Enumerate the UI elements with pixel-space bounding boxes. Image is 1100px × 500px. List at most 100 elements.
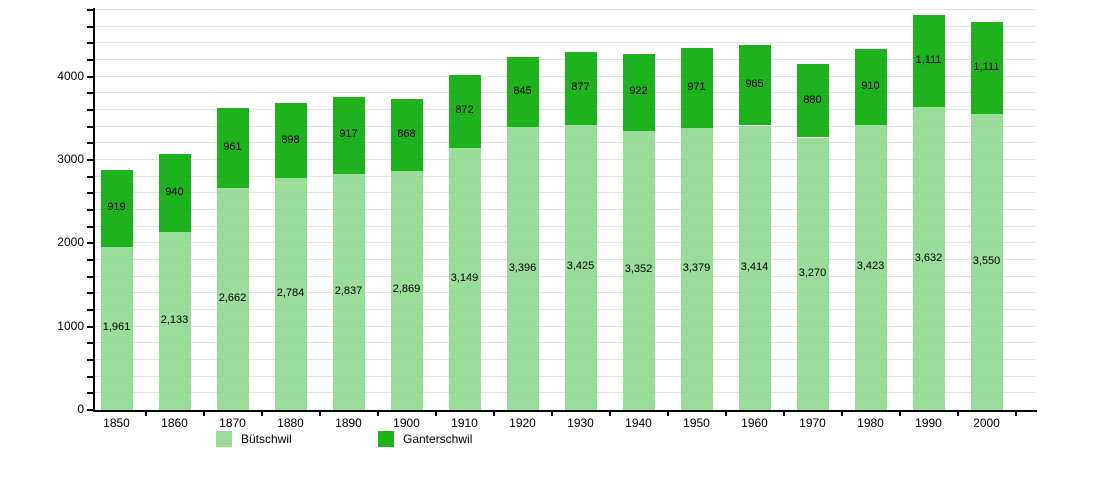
bar-1970-ganterschwil <box>796 64 829 138</box>
bar-1940-ganterschwil <box>622 53 655 131</box>
bar-value-label: 3,414 <box>740 260 769 273</box>
bar-1900-ganterschwil <box>390 98 423 171</box>
bar-value-label: 1,111 <box>973 60 1000 73</box>
x-axis-label: 1970 <box>799 416 826 430</box>
bar-value-label: 940 <box>165 186 184 199</box>
bar-1920-ganterschwil <box>506 56 539 127</box>
x-axis-tick <box>376 412 379 416</box>
bar-value-label: 872 <box>455 104 474 117</box>
bar-1980-butschwil <box>854 124 887 410</box>
bar-value-label: 3,149 <box>450 271 479 284</box>
y-axis-tick <box>87 409 94 411</box>
y-axis-label: 4000 <box>57 68 84 83</box>
bar-1910-ganterschwil <box>448 74 481 148</box>
x-axis-label: 1920 <box>509 416 536 430</box>
legend-item-butschwil: Bütschwil <box>216 430 292 447</box>
x-axis-label: 1980 <box>857 416 884 430</box>
bar-value-label: 2,784 <box>276 287 305 299</box>
bar-2000-ganterschwil <box>970 21 1003 115</box>
y-axis-line <box>93 8 95 412</box>
y-axis-tick <box>87 209 94 211</box>
bar-1900-butschwil <box>390 170 423 410</box>
bar-value-label: 1,961 <box>102 321 131 334</box>
x-axis-tick <box>1014 412 1017 416</box>
y-axis-tick <box>87 292 94 295</box>
x-axis-label: 1870 <box>219 416 246 430</box>
gridline <box>95 25 1035 27</box>
x-axis-label: 1880 <box>277 416 304 430</box>
x-axis-label: 1990 <box>915 416 942 430</box>
bar-1950-butschwil <box>680 128 713 410</box>
x-axis-tick <box>666 412 669 416</box>
bar-1870-butschwil <box>216 188 249 410</box>
y-axis-tick <box>87 342 94 345</box>
x-axis-tick <box>318 412 321 416</box>
gridline <box>95 9 1035 10</box>
plot-area: 1,961 919 2,133 940 2,662 961 2,784 898 2,837 917… <box>95 9 1035 410</box>
y-axis-tick <box>87 392 94 395</box>
x-axis-tick <box>434 412 437 416</box>
x-axis-label: 1910 <box>451 416 478 430</box>
bar-1930-ganterschwil <box>564 51 597 125</box>
x-axis-tick <box>956 412 959 416</box>
bar-value-label: 868 <box>397 127 416 140</box>
y-axis-tick <box>87 259 94 261</box>
bar-value-label: 2,662 <box>218 292 247 305</box>
y-axis-tick <box>87 242 94 245</box>
x-axis-tick <box>782 412 785 416</box>
gridline <box>95 42 1035 44</box>
x-axis-label: 1940 <box>625 416 652 430</box>
y-axis-tick <box>87 142 94 145</box>
x-axis-label: 1960 <box>741 416 768 430</box>
bar-value-label: 880 <box>803 93 822 106</box>
x-axis-label: 1900 <box>393 416 420 430</box>
x-axis-tick <box>608 412 611 416</box>
legend-item-ganterschwil: Ganterschwil <box>378 430 472 447</box>
y-axis-tick <box>87 309 94 311</box>
x-axis-tick <box>492 412 495 416</box>
bar-value-label: 922 <box>629 85 648 98</box>
y-axis-label: 2000 <box>57 235 84 250</box>
bar-1870-ganterschwil <box>216 108 249 189</box>
x-axis-label: 1930 <box>567 416 594 430</box>
bar-value-label: 3,550 <box>972 255 1001 268</box>
bar-value-label: 971 <box>687 80 706 93</box>
y-axis-tick <box>87 375 94 378</box>
bar-1990-butschwil <box>912 107 945 410</box>
x-axis-label: 1950 <box>683 416 710 430</box>
bar-1890-butschwil <box>332 173 365 410</box>
x-axis-label: 1850 <box>103 416 130 430</box>
bar-1880-ganterschwil <box>274 103 307 178</box>
bar-1860-butschwil <box>158 232 191 410</box>
y-axis-tick <box>87 75 94 78</box>
bar-value-label: 919 <box>107 201 126 214</box>
x-axis-tick <box>898 412 901 416</box>
bar-1940-butschwil <box>622 130 655 410</box>
y-axis-tick <box>87 92 94 95</box>
bar-2000-butschwil <box>970 114 1003 410</box>
bar-value-label: 917 <box>339 128 358 141</box>
bar-1950-ganterschwil <box>680 47 713 129</box>
y-axis-tick <box>87 25 94 28</box>
bar-value-label: 845 <box>513 84 532 97</box>
y-axis-tick <box>87 359 94 361</box>
y-axis-tick <box>87 275 94 278</box>
y-axis-tick <box>87 325 94 328</box>
x-axis-label: 1890 <box>335 416 362 430</box>
bar-1960-butschwil <box>738 125 771 410</box>
bar-value-label: 965 <box>745 78 764 91</box>
x-axis-label: 1860 <box>161 416 188 430</box>
x-axis-tick <box>550 412 553 416</box>
bar-value-label: 1,111 <box>915 54 942 67</box>
bar-value-label: 3,379 <box>682 262 711 275</box>
y-axis-label: 3000 <box>57 152 84 166</box>
bar-1850-ganterschwil <box>100 170 133 247</box>
bar-1970-butschwil <box>796 137 829 410</box>
y-axis-label: 0 <box>77 402 84 416</box>
x-axis-tick <box>724 412 727 416</box>
y-axis-tick <box>87 59 94 61</box>
bar-value-label: 3,632 <box>914 251 943 264</box>
y-axis-label: 1000 <box>57 318 84 333</box>
y-axis-tick <box>87 175 94 178</box>
